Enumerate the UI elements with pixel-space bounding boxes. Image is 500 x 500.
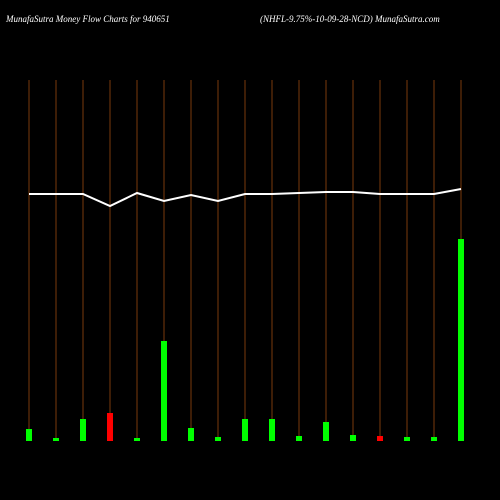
bar xyxy=(296,436,302,441)
bar xyxy=(323,422,329,441)
chart-subtitle: (NHFL-9.75%-10-09-28-NCD) MunafaSutra.co… xyxy=(260,14,440,24)
bar xyxy=(458,239,464,441)
bar xyxy=(80,419,86,441)
bar xyxy=(107,413,113,441)
bar xyxy=(350,435,356,441)
bar xyxy=(215,437,221,441)
bar xyxy=(404,437,410,441)
chart-title: MunafaSutra Money Flow Charts for 940651 xyxy=(5,14,170,24)
bar xyxy=(269,419,275,441)
bar xyxy=(242,419,248,441)
line-series xyxy=(29,188,462,208)
bar xyxy=(53,438,59,441)
bar xyxy=(26,429,32,441)
bar xyxy=(188,428,194,441)
bar xyxy=(377,436,383,441)
bar xyxy=(134,438,140,441)
bar xyxy=(161,341,167,441)
bar xyxy=(431,437,437,441)
